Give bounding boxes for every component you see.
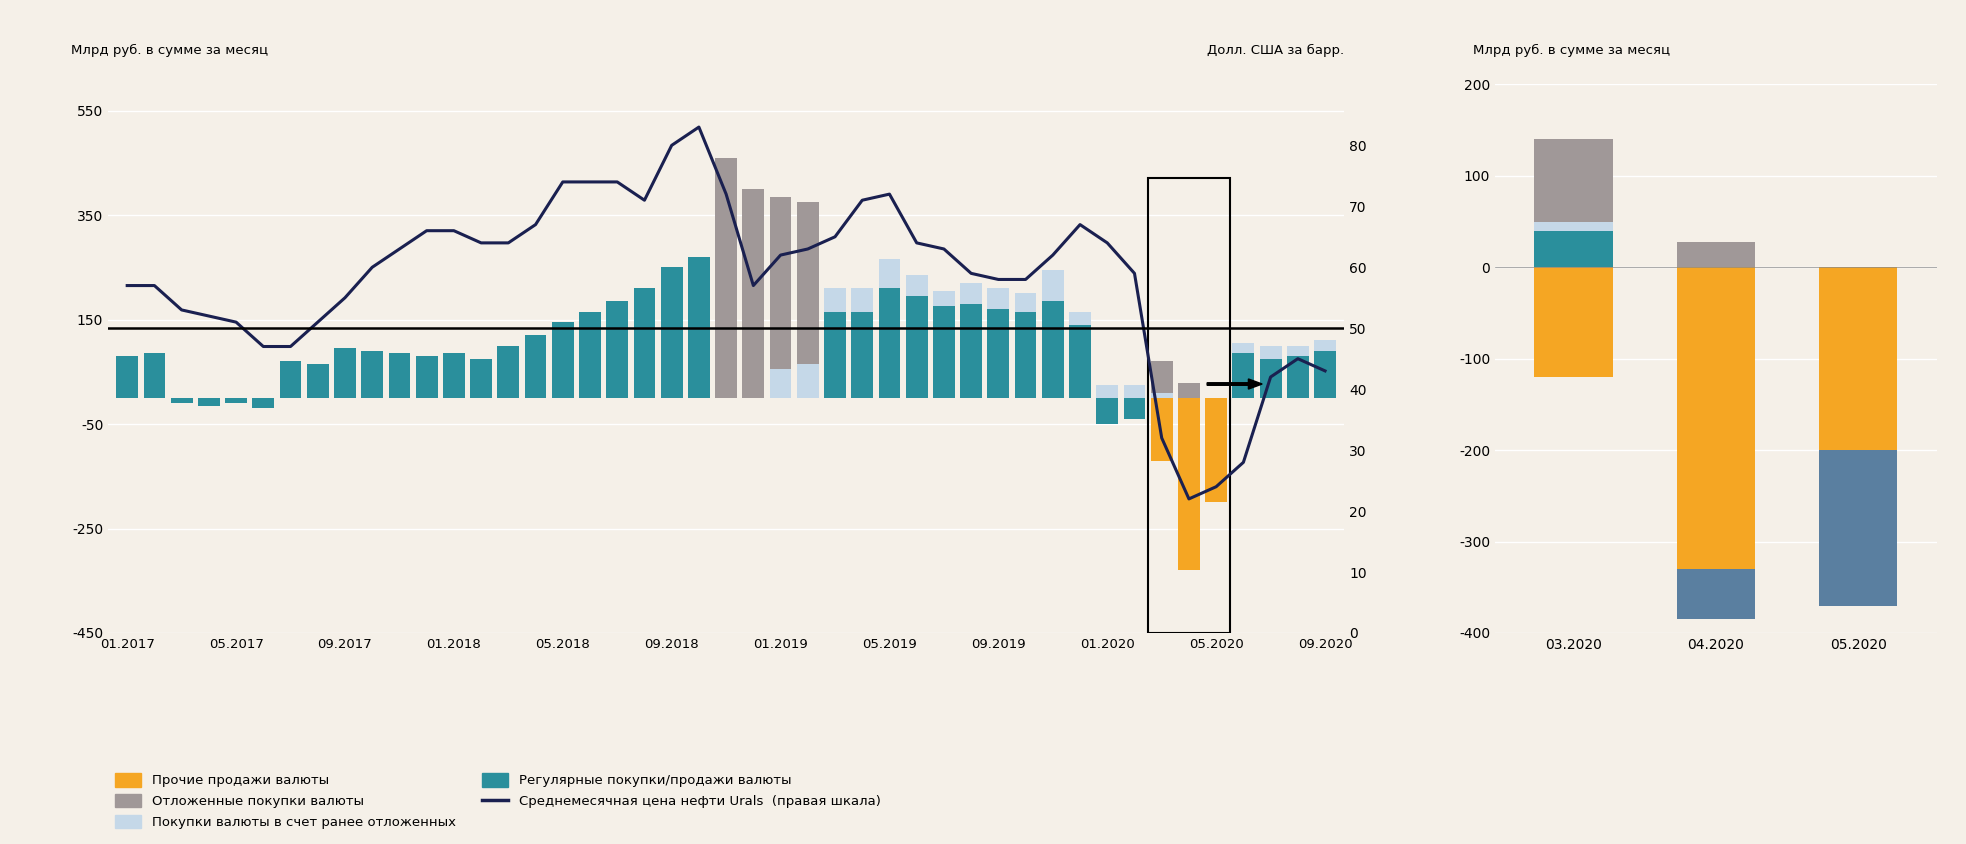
Bar <box>1150 392 1172 398</box>
Bar <box>1533 230 1612 268</box>
Bar <box>661 268 682 398</box>
Text: Млрд руб. в сумме за месяц: Млрд руб. в сумме за месяц <box>1473 44 1671 57</box>
Bar <box>1148 178 1231 633</box>
Bar <box>116 356 138 398</box>
Text: Долл. США за барр.: Долл. США за барр. <box>1207 44 1345 57</box>
Bar <box>824 288 845 311</box>
Bar <box>796 364 818 398</box>
Bar <box>580 311 602 398</box>
Bar <box>824 311 845 398</box>
Bar <box>743 189 765 398</box>
Bar <box>415 356 438 398</box>
Bar <box>1097 398 1119 424</box>
Bar <box>1070 311 1091 325</box>
Bar <box>1260 346 1282 359</box>
Bar <box>470 359 492 398</box>
Bar <box>934 291 955 306</box>
Bar <box>633 288 655 398</box>
Bar <box>362 351 383 398</box>
Bar <box>199 398 220 406</box>
Bar <box>1014 311 1036 398</box>
Bar <box>442 354 464 398</box>
Bar <box>879 288 900 398</box>
Bar <box>1097 385 1119 398</box>
Bar <box>307 364 328 398</box>
Bar <box>1014 294 1036 311</box>
Bar <box>959 304 983 398</box>
Bar <box>1042 270 1064 301</box>
Text: Млрд руб. в сумме за месяц: Млрд руб. в сумме за месяц <box>71 44 267 57</box>
Legend: Прочие продажи валюты, Отложенные покупки валюты, Покупки валюты в счет ранее от: Прочие продажи валюты, Отложенные покупк… <box>114 773 881 829</box>
Bar <box>1233 343 1254 354</box>
Bar <box>1205 398 1227 502</box>
Bar <box>606 301 627 398</box>
Bar <box>769 369 792 398</box>
Bar <box>769 197 792 369</box>
Bar <box>1819 450 1897 606</box>
Bar <box>1150 398 1172 461</box>
Bar <box>552 322 574 398</box>
Bar <box>1125 398 1146 419</box>
Bar <box>1150 361 1172 392</box>
Bar <box>1205 398 1227 430</box>
Bar <box>144 354 165 398</box>
Bar <box>334 349 356 398</box>
Bar <box>934 306 955 398</box>
Bar <box>959 283 983 304</box>
Bar <box>389 354 411 398</box>
Bar <box>171 398 193 403</box>
Bar <box>879 259 900 288</box>
Bar <box>279 361 301 398</box>
Bar <box>906 275 928 296</box>
Bar <box>1288 356 1309 398</box>
Bar <box>1260 359 1282 398</box>
Bar <box>1150 398 1172 419</box>
Bar <box>226 398 248 403</box>
Bar <box>1313 351 1337 398</box>
Bar <box>1533 268 1612 377</box>
Bar <box>1288 346 1309 356</box>
Bar <box>1125 385 1146 398</box>
Bar <box>1533 221 1612 230</box>
Bar <box>1533 139 1612 221</box>
Bar <box>1819 268 1897 450</box>
Bar <box>252 398 273 408</box>
Bar <box>1233 354 1254 398</box>
Bar <box>1178 398 1199 571</box>
Bar <box>987 288 1009 309</box>
Bar <box>716 158 737 398</box>
Bar <box>851 288 873 311</box>
Bar <box>1070 325 1091 398</box>
Bar <box>1313 340 1337 351</box>
Bar <box>1042 301 1064 398</box>
Bar <box>497 346 519 398</box>
Bar <box>1677 268 1756 569</box>
Bar <box>1677 569 1756 619</box>
Bar <box>1677 241 1756 268</box>
Bar <box>1178 383 1199 398</box>
Bar <box>796 202 818 364</box>
Bar <box>906 296 928 398</box>
Bar <box>688 257 710 398</box>
Bar <box>525 335 547 398</box>
Bar <box>1178 398 1199 430</box>
Bar <box>987 309 1009 398</box>
Bar <box>851 311 873 398</box>
